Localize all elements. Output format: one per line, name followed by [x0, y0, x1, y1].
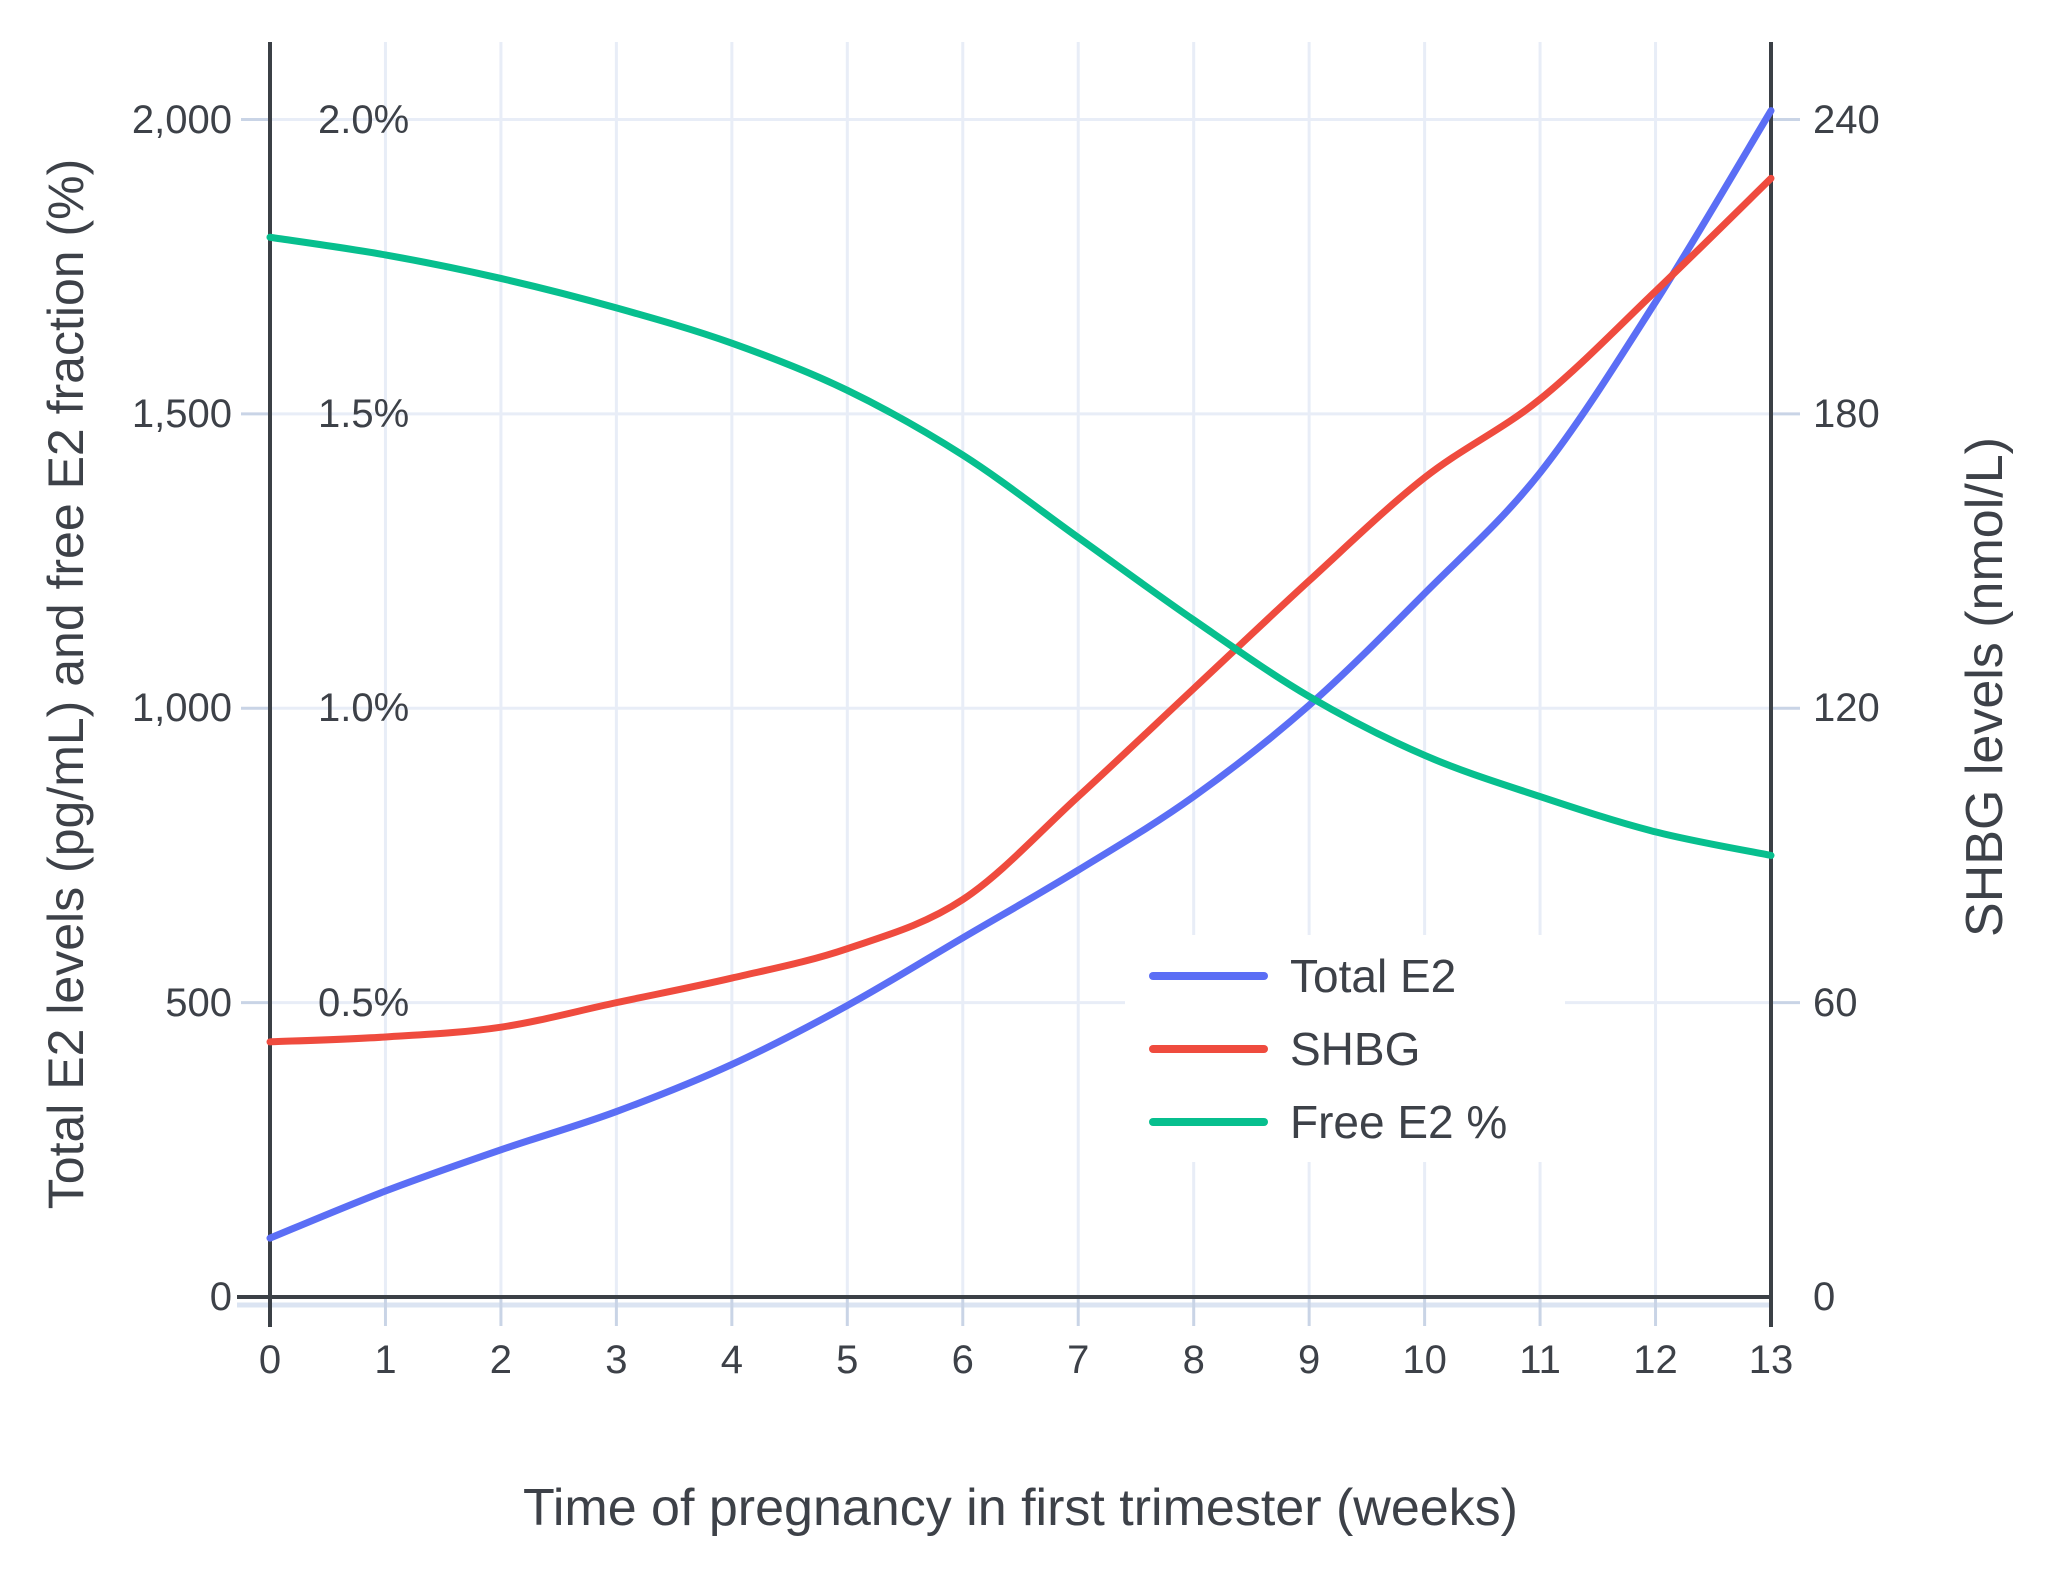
y-left-percent-tick-label: 1.5%	[318, 391, 410, 436]
y-left-percent-tick-label: 1.0%	[318, 686, 410, 731]
y-left-tick-label: 1,500	[131, 391, 232, 436]
x-tick-label: 13	[1748, 1338, 1794, 1382]
legend-item-shbg[interactable]: SHBG	[1125, 1012, 1565, 1085]
x-tick-label: 3	[605, 1338, 628, 1382]
x-tick-label: 6	[951, 1338, 974, 1382]
x-tick-label: 0	[258, 1338, 282, 1382]
y-right-tick-label: 0	[1813, 1275, 1836, 1319]
series-line-shbg	[266, 174, 1775, 1046]
y-left-percent-tick-label: 2.0%	[318, 97, 410, 142]
legend-swatch-shbg-icon	[1149, 1044, 1268, 1053]
legend-swatch-total-e2-icon	[1149, 971, 1268, 980]
x-tick-label: 1	[374, 1338, 397, 1382]
x-axis-title: Time of pregnancy in first trimester (we…	[522, 1479, 1518, 1537]
y-axis-left-title: Total E2 levels (pg/mL) and free E2 frac…	[38, 158, 94, 1210]
y-right-tick-label: 120	[1813, 686, 1880, 731]
x-tick-label: 7	[1067, 1338, 1090, 1382]
y-axis-right-title: SHBG levels (nmol/L)	[1956, 437, 2014, 937]
legend-label-free-e2: Free E2 %	[1290, 1095, 1508, 1148]
x-tick-label: 2	[489, 1338, 513, 1382]
series-line-free-e2-	[266, 233, 1775, 859]
y-left-tick-label: 2,000	[131, 97, 232, 142]
x-tick-label: 9	[1298, 1338, 1321, 1382]
y-left-tick-label: 0	[209, 1275, 232, 1319]
legend: Total E2 SHBG Free E2 %	[1125, 935, 1565, 1162]
x-tick-label: 5	[836, 1338, 859, 1382]
x-tick-label: 4	[720, 1338, 743, 1382]
y-left-tick-label: 500	[165, 980, 232, 1025]
y-right-tick-label: 60	[1813, 980, 1858, 1025]
y-right-tick-label: 240	[1813, 97, 1880, 142]
legend-item-free-e2[interactable]: Free E2 %	[1125, 1085, 1565, 1158]
legend-label-shbg: SHBG	[1290, 1022, 1421, 1075]
y-right-tick-label: 180	[1813, 391, 1880, 436]
legend-swatch-free-e2-icon	[1149, 1117, 1268, 1126]
x-tick-label: 11	[1519, 1338, 1561, 1382]
x-tick-label: 10	[1402, 1338, 1447, 1382]
legend-item-total-e2[interactable]: Total E2	[1125, 939, 1565, 1012]
legend-label-total-e2: Total E2	[1290, 949, 1457, 1002]
y-left-percent-tick-label: 0.5%	[318, 980, 410, 1025]
y-left-tick-label: 1,000	[131, 686, 232, 731]
x-tick-label: 8	[1182, 1338, 1205, 1382]
x-tick-label: 12	[1633, 1338, 1678, 1382]
series-line-total-e2	[266, 107, 1775, 1242]
